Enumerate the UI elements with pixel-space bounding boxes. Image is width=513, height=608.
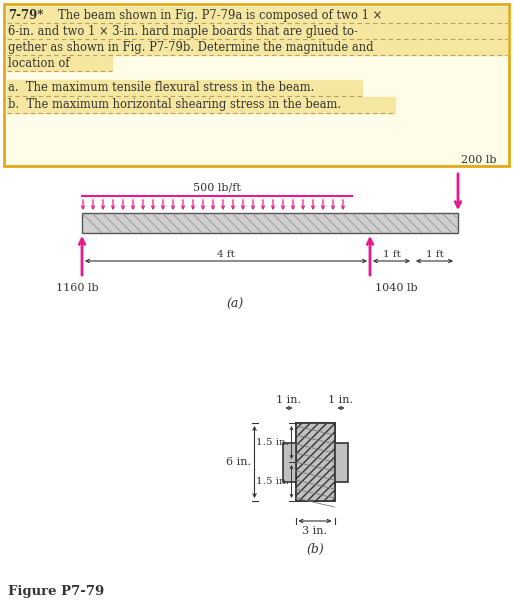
Text: (b): (b) <box>306 543 324 556</box>
Text: Figure P7-79: Figure P7-79 <box>8 585 104 598</box>
Bar <box>295 423 334 501</box>
Text: 6 in.: 6 in. <box>226 457 250 467</box>
Bar <box>295 423 334 501</box>
Text: 1 ft: 1 ft <box>383 250 401 259</box>
Text: 1.5 in.: 1.5 in. <box>255 477 288 486</box>
Text: a.  The maximum tensile flexural stress in the beam.: a. The maximum tensile flexural stress i… <box>8 81 314 94</box>
Text: The beam shown in Fig. P7-79a is composed of two 1 ×: The beam shown in Fig. P7-79a is compose… <box>58 9 382 22</box>
Text: 200 lb: 200 lb <box>461 155 497 165</box>
Text: b.  The maximum horizontal shearing stress in the beam.: b. The maximum horizontal shearing stres… <box>8 98 341 111</box>
Text: 7-79*: 7-79* <box>8 9 44 22</box>
Bar <box>295 423 334 501</box>
Bar <box>295 423 334 501</box>
Bar <box>7 39 507 55</box>
Text: 1 ft: 1 ft <box>426 250 443 259</box>
Text: 1040 lb: 1040 lb <box>375 283 418 293</box>
Text: (a): (a) <box>226 298 244 311</box>
Bar <box>7 23 507 39</box>
Bar <box>7 55 112 71</box>
Bar <box>4 4 509 166</box>
Text: 500 lb/ft: 500 lb/ft <box>193 183 241 193</box>
Text: 1.5 in.: 1.5 in. <box>255 438 288 447</box>
Bar <box>295 423 334 501</box>
Bar <box>7 97 395 113</box>
Bar <box>295 423 334 501</box>
Bar <box>334 443 347 482</box>
Bar <box>295 423 334 501</box>
Bar <box>295 423 334 501</box>
Text: 1 in.: 1 in. <box>277 395 302 405</box>
Bar <box>283 443 295 482</box>
Text: 1 in.: 1 in. <box>328 395 353 405</box>
Text: 6-in. and two 1 × 3-in. hard maple boards that are glued to-: 6-in. and two 1 × 3-in. hard maple board… <box>8 25 358 38</box>
Text: 1160 lb: 1160 lb <box>56 283 98 293</box>
Bar <box>295 423 334 501</box>
Bar <box>82 213 458 233</box>
Text: 3 in.: 3 in. <box>303 526 327 536</box>
Text: gether as shown in Fig. P7-79b. Determine the magnitude and: gether as shown in Fig. P7-79b. Determin… <box>8 41 373 54</box>
Text: location of: location of <box>8 57 70 70</box>
Bar <box>295 423 334 501</box>
Bar <box>7 7 507 23</box>
Bar <box>295 423 334 501</box>
Text: 4 ft: 4 ft <box>217 250 235 259</box>
Bar <box>7 80 362 96</box>
